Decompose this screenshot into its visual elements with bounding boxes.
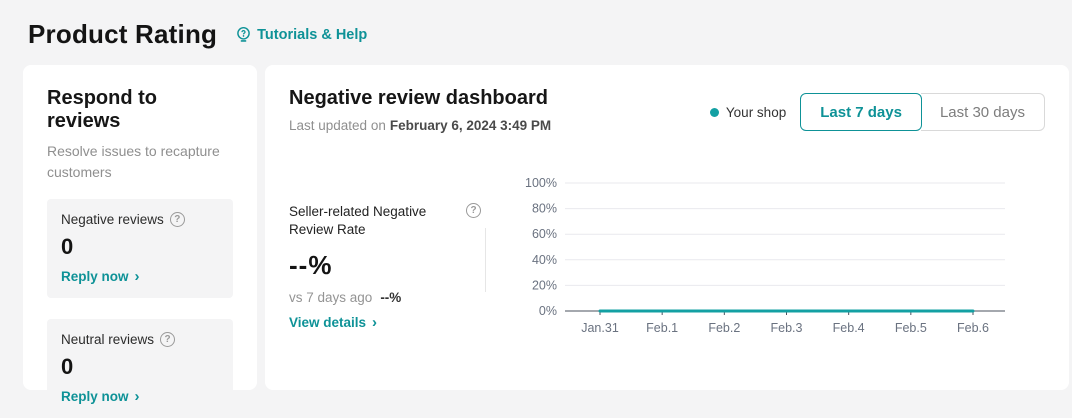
tutorials-help-link[interactable]: Tutorials & Help — [235, 26, 367, 43]
respond-to-reviews-panel: Respond to reviews Resolve issues to rec… — [23, 65, 257, 418]
last-updated-prefix: Last updated on — [289, 118, 386, 133]
legend-label: Your shop — [725, 104, 787, 120]
legend-your-shop: Your shop — [709, 104, 787, 120]
view-details-label: View details — [289, 315, 367, 331]
negative-reviews-card: Negative reviews ? 0 Reply now › — [47, 199, 233, 298]
respond-panel-title: Respond to reviews — [47, 87, 157, 132]
metric-label: Seller-related Negative Review Rate — [289, 204, 427, 238]
svg-text:60%: 60% — [532, 227, 557, 241]
vertical-divider — [485, 228, 486, 292]
dashboard-title: Negative review dashboard — [289, 87, 548, 109]
page-header: Product Rating Tutorials & Help — [0, 0, 1072, 50]
svg-text:Feb.2: Feb.2 — [708, 321, 740, 335]
chevron-right-icon: › — [134, 268, 140, 285]
negative-review-dashboard-panel: Negative review dashboard Last updated o… — [265, 65, 1069, 390]
date-range-toggle: Last 7 days Last 30 days — [800, 93, 1045, 131]
neutral-reviews-label: Neutral reviews — [61, 332, 155, 347]
legend-dot-icon — [709, 107, 719, 117]
view-details-link[interactable]: View details › — [289, 315, 377, 330]
seller-negative-rate-metric: Seller-related Negative Review Rate ? --… — [289, 170, 485, 342]
help-bulb-icon — [235, 26, 252, 43]
metric-value: --% — [289, 250, 333, 281]
chevron-right-icon: › — [134, 388, 140, 405]
svg-text:Feb.1: Feb.1 — [646, 321, 678, 335]
svg-text:100%: 100% — [525, 176, 557, 190]
svg-text:Feb.3: Feb.3 — [771, 321, 803, 335]
negative-review-rate-chart: 0% 20% 40% 60% 80% 100% Jan.31 Feb.1 Feb.2 Feb.3 F… — [500, 170, 1045, 342]
question-icon[interactable]: ? — [169, 212, 185, 227]
reply-now-negative-link[interactable]: Reply now › — [61, 269, 140, 284]
chart-canvas: 0% 20% 40% 60% 80% 100% Jan.31 Feb.1 Feb.2 Feb.3 F… — [525, 176, 1005, 335]
negative-reviews-count: 0 — [61, 234, 74, 259]
content: Respond to reviews Resolve issues to rec… — [23, 65, 1069, 418]
page-title: Product Rating — [28, 19, 218, 49]
dashboard-title-block: Negative review dashboard Last updated o… — [289, 87, 551, 133]
svg-text:40%: 40% — [532, 253, 557, 267]
chevron-right-icon: › — [372, 314, 378, 332]
question-icon[interactable]: ? — [160, 332, 176, 347]
metric-compare: vs 7 days ago --% — [289, 290, 485, 305]
reply-now-label: Reply now — [61, 269, 129, 284]
svg-text:Feb.5: Feb.5 — [895, 321, 927, 335]
last-30-days-button[interactable]: Last 30 days — [920, 93, 1045, 131]
negative-reviews-label: Negative reviews — [61, 212, 164, 227]
compare-value: --% — [380, 290, 402, 306]
respond-panel-subtitle: Resolve issues to recapture customers — [47, 143, 220, 180]
reply-now-label: Reply now — [61, 389, 129, 404]
question-icon[interactable]: ? — [466, 203, 481, 218]
help-link-label: Tutorials & Help — [257, 26, 368, 43]
svg-text:80%: 80% — [532, 202, 557, 216]
neutral-reviews-card: Neutral reviews ? 0 Reply now › — [47, 319, 233, 418]
last-updated-value: February 6, 2024 3:49 PM — [389, 118, 552, 133]
neutral-reviews-count: 0 — [61, 354, 74, 379]
reply-now-neutral-link[interactable]: Reply now › — [61, 389, 140, 404]
last-7-days-button[interactable]: Last 7 days — [800, 93, 922, 131]
svg-text:Feb.6: Feb.6 — [957, 321, 989, 335]
svg-text:Jan.31: Jan.31 — [581, 321, 619, 335]
compare-prefix: vs 7 days ago — [289, 290, 373, 306]
svg-text:0%: 0% — [539, 304, 557, 318]
last-updated: Last updated on February 6, 2024 3:49 PM — [289, 118, 551, 133]
svg-text:Feb.4: Feb.4 — [833, 321, 865, 335]
svg-text:20%: 20% — [532, 278, 557, 292]
